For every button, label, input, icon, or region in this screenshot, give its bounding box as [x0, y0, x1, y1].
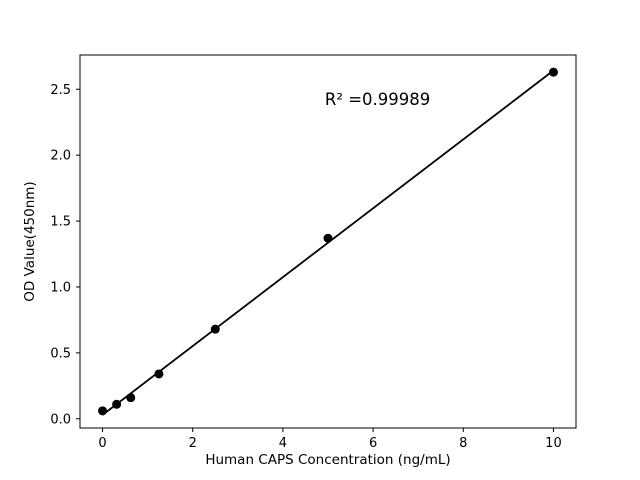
data-point	[98, 406, 108, 416]
y-axis-label: OD Value(450nm)	[22, 181, 38, 301]
x-tick-label: 10	[545, 436, 562, 451]
x-tick-label: 8	[459, 436, 467, 451]
y-tick-label: 2.0	[50, 149, 71, 164]
y-tick-label: 0.5	[50, 346, 71, 361]
y-tick-label: 1.0	[50, 280, 71, 295]
x-tick-label: 6	[369, 436, 377, 451]
axes-frame	[79, 54, 577, 429]
y-tick-label: 2.5	[50, 83, 71, 98]
y-tick-label: 1.5	[50, 215, 71, 230]
data-point	[154, 369, 164, 379]
x-tick-label: 4	[279, 436, 287, 451]
data-point	[126, 393, 136, 403]
x-axis-label: Human CAPS Concentration (ng/mL)	[205, 452, 450, 468]
data-point	[323, 233, 333, 243]
y-tick-label: 0.0	[50, 412, 71, 427]
data-point	[210, 324, 220, 334]
r-squared-annotation: R² =0.99989	[325, 90, 430, 109]
data-point	[112, 399, 122, 409]
x-tick-label: 2	[189, 436, 197, 451]
data-point	[548, 67, 558, 77]
x-tick-label: 0	[98, 436, 106, 451]
